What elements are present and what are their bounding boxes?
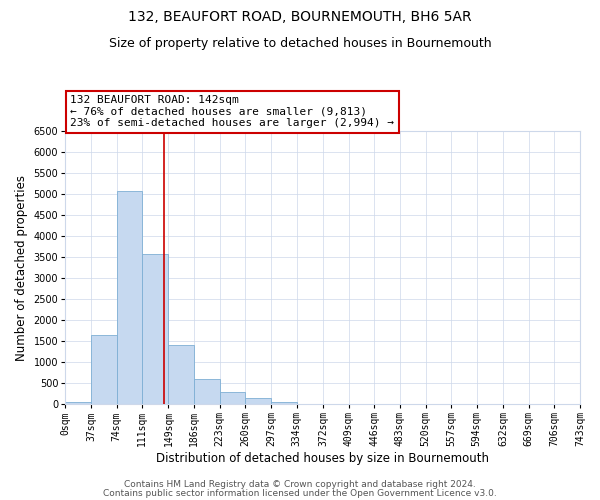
Bar xyxy=(91,335,116,404)
Bar xyxy=(220,392,245,404)
Text: 132, BEAUFORT ROAD, BOURNEMOUTH, BH6 5AR: 132, BEAUFORT ROAD, BOURNEMOUTH, BH6 5AR xyxy=(128,10,472,24)
Bar xyxy=(245,398,271,404)
Text: 132 BEAUFORT ROAD: 142sqm
← 76% of detached houses are smaller (9,813)
23% of se: 132 BEAUFORT ROAD: 142sqm ← 76% of detac… xyxy=(70,95,394,128)
X-axis label: Distribution of detached houses by size in Bournemouth: Distribution of detached houses by size … xyxy=(156,452,489,465)
Text: Contains public sector information licensed under the Open Government Licence v3: Contains public sector information licen… xyxy=(103,488,497,498)
Bar xyxy=(169,344,194,404)
Text: Size of property relative to detached houses in Bournemouth: Size of property relative to detached ho… xyxy=(109,38,491,51)
Bar xyxy=(116,190,142,404)
Text: Contains HM Land Registry data © Crown copyright and database right 2024.: Contains HM Land Registry data © Crown c… xyxy=(124,480,476,489)
Bar xyxy=(271,402,296,404)
Bar xyxy=(194,378,220,404)
Y-axis label: Number of detached properties: Number of detached properties xyxy=(15,174,28,360)
Bar xyxy=(142,254,168,404)
Bar xyxy=(65,402,91,404)
